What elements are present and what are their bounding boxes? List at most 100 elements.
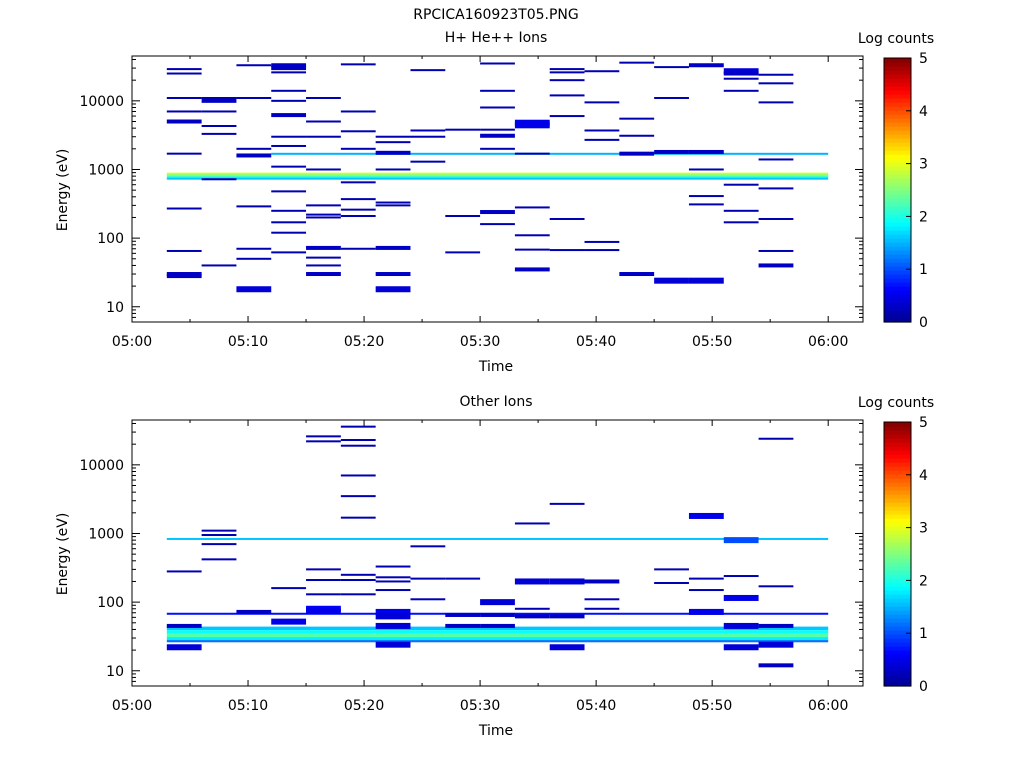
x-tick-label: 05:00 bbox=[112, 334, 152, 350]
colorbar-swatch bbox=[884, 622, 911, 627]
colorbar-swatch bbox=[884, 170, 911, 175]
count-cell bbox=[584, 138, 620, 141]
colorbar-swatch bbox=[884, 274, 911, 279]
colorbar-swatch bbox=[884, 238, 911, 243]
count-cell bbox=[340, 444, 376, 447]
count-cell bbox=[480, 612, 515, 617]
colorbar-swatch bbox=[884, 134, 911, 139]
colorbar-swatch bbox=[884, 106, 911, 111]
spectral-band bbox=[166, 633, 829, 638]
count-cell bbox=[340, 63, 376, 66]
count-cell bbox=[619, 134, 655, 137]
count-cell bbox=[340, 495, 376, 498]
count-cell bbox=[654, 66, 689, 69]
count-cell bbox=[375, 641, 411, 648]
count-cell bbox=[271, 63, 307, 68]
colorbar-swatch bbox=[884, 310, 911, 315]
count-cell bbox=[723, 575, 759, 578]
colorbar-swatch bbox=[884, 186, 911, 191]
count-cell bbox=[340, 130, 376, 133]
colorbar-swatch bbox=[884, 634, 911, 639]
count-cell bbox=[584, 129, 620, 132]
count-cell bbox=[271, 113, 307, 118]
colorbar-swatch bbox=[884, 318, 911, 323]
count-cell bbox=[306, 213, 341, 216]
colorbar-swatch bbox=[884, 526, 911, 531]
colorbar-swatch bbox=[884, 254, 911, 259]
count-cell bbox=[480, 89, 515, 92]
colorbar-swatch bbox=[884, 462, 911, 467]
count-cell bbox=[340, 181, 376, 184]
x-tick-label: 05:30 bbox=[460, 334, 500, 350]
y-tick-label: 10 bbox=[106, 300, 124, 316]
colorbar-swatch bbox=[884, 574, 911, 579]
count-cell bbox=[619, 61, 655, 64]
count-cell bbox=[375, 204, 411, 207]
panel1-plot-frame bbox=[131, 55, 864, 323]
count-cell bbox=[758, 158, 794, 161]
count-cell bbox=[340, 516, 376, 519]
colorbar-swatch bbox=[884, 502, 911, 507]
count-cell bbox=[723, 594, 759, 601]
count-cell bbox=[584, 70, 620, 73]
colorbar-swatch bbox=[884, 122, 911, 127]
count-cell bbox=[166, 272, 202, 277]
count-cell bbox=[480, 133, 515, 138]
panel2-colorbar-label: Log counts bbox=[858, 395, 934, 411]
count-cell bbox=[201, 96, 237, 99]
count-cell bbox=[514, 614, 550, 619]
x-tick-label: 05:50 bbox=[692, 334, 732, 350]
colorbar-swatch bbox=[884, 154, 911, 159]
count-cell bbox=[375, 168, 411, 171]
count-cell bbox=[619, 151, 655, 156]
count-cell bbox=[375, 565, 411, 568]
colorbar-swatch bbox=[884, 222, 911, 227]
count-cell bbox=[445, 623, 481, 628]
count-cell bbox=[584, 240, 620, 243]
colorbar-swatch bbox=[884, 62, 911, 67]
colorbar-swatch bbox=[884, 474, 911, 479]
colorbar-frame bbox=[883, 421, 912, 687]
colorbar-swatch bbox=[884, 426, 911, 431]
colorbar-swatch bbox=[884, 614, 911, 619]
x-tick-label: 05:10 bbox=[228, 334, 268, 350]
colorbar-swatch bbox=[884, 202, 911, 207]
count-cell bbox=[723, 622, 759, 629]
colorbar-swatch bbox=[884, 430, 911, 435]
count-cell bbox=[480, 106, 515, 109]
colorbar-swatch bbox=[884, 578, 911, 583]
count-cell bbox=[340, 439, 376, 442]
panel1-ylabel: Energy (eV) bbox=[55, 149, 71, 232]
colorbar-swatch bbox=[884, 494, 911, 499]
count-cell bbox=[688, 63, 724, 68]
count-cell bbox=[410, 135, 446, 138]
count-cell bbox=[549, 115, 585, 118]
count-cell bbox=[375, 245, 411, 250]
count-cell bbox=[306, 96, 341, 99]
x-tick-label: 05:00 bbox=[112, 698, 152, 714]
spectral-band bbox=[166, 176, 829, 179]
colorbar-swatch bbox=[884, 442, 911, 447]
colorbar-swatch bbox=[884, 282, 911, 287]
y-tick-label: 1000 bbox=[88, 526, 124, 542]
colorbar-swatch bbox=[884, 118, 911, 123]
count-cell bbox=[271, 135, 307, 138]
colorbar-swatch bbox=[884, 258, 911, 263]
y-tick-label: 10 bbox=[106, 664, 124, 680]
count-cell bbox=[166, 96, 202, 99]
count-cell bbox=[654, 568, 689, 571]
colorbar-swatch bbox=[884, 138, 911, 143]
count-cell bbox=[236, 205, 272, 208]
count-cell bbox=[375, 622, 411, 629]
x-tick-label: 05:10 bbox=[228, 698, 268, 714]
colorbar-swatch bbox=[884, 506, 911, 511]
y-tick-label: 1000 bbox=[88, 162, 124, 178]
count-cell bbox=[340, 579, 376, 582]
count-cell bbox=[340, 110, 376, 113]
colorbar-swatch bbox=[884, 434, 911, 439]
count-cell bbox=[688, 608, 724, 615]
colorbar-swatch bbox=[884, 178, 911, 183]
count-cell bbox=[236, 609, 272, 614]
count-cell bbox=[549, 644, 585, 651]
count-cell bbox=[340, 147, 376, 150]
